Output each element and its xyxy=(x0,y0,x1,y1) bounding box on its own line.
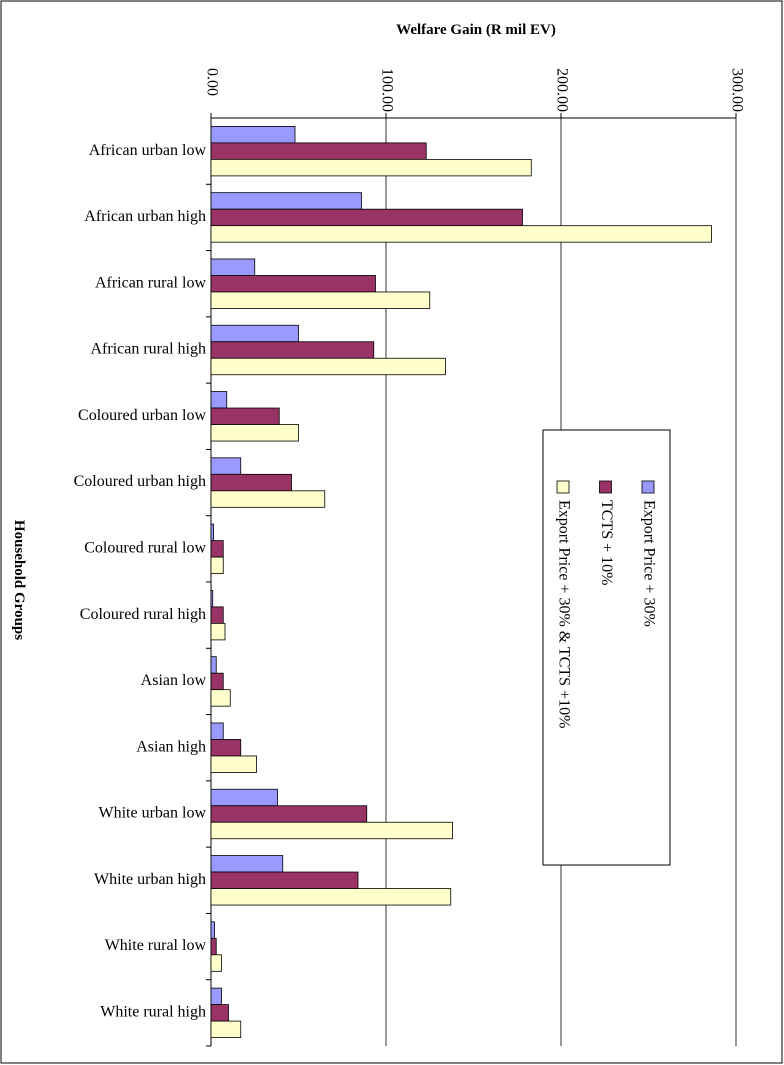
legend-marker xyxy=(641,480,655,494)
legend-label: Export Price + 30% xyxy=(640,500,657,627)
bar xyxy=(210,987,222,1006)
x-tick-label: 100.00 xyxy=(378,68,395,112)
bar xyxy=(210,258,256,276)
bar xyxy=(210,158,532,177)
y-axis-label: Household Groups xyxy=(11,520,27,640)
legend-label: Export Price + 30% & TCTS +10% xyxy=(555,500,572,728)
bar xyxy=(210,954,222,972)
y-tick-label: Asian high xyxy=(136,738,206,755)
y-tick-label: African rural low xyxy=(95,274,207,291)
y-tick-label: White urban low xyxy=(98,805,206,822)
bar xyxy=(210,407,280,425)
bar xyxy=(210,125,296,144)
bar xyxy=(210,291,431,309)
legend-marker xyxy=(599,480,612,494)
bar xyxy=(210,225,712,243)
bar xyxy=(210,937,217,956)
bar xyxy=(210,457,242,475)
bar xyxy=(210,755,257,773)
y-tick-label: White urban high xyxy=(94,871,206,888)
bar xyxy=(210,805,368,823)
bar xyxy=(210,324,299,343)
bar xyxy=(210,391,228,409)
bar xyxy=(210,622,226,641)
bar xyxy=(210,821,453,840)
bar xyxy=(210,672,224,691)
bar xyxy=(210,275,376,293)
y-tick-label: Coloured rural low xyxy=(84,540,206,557)
y-tick-label: White rural high xyxy=(100,1004,206,1021)
bar xyxy=(210,142,427,160)
bar xyxy=(210,424,299,442)
bar xyxy=(210,540,224,558)
bar xyxy=(210,473,292,492)
y-tick-label: Coloured urban high xyxy=(74,473,206,490)
bar xyxy=(210,689,231,707)
bar xyxy=(210,192,362,210)
x-tick-label: 300.00 xyxy=(728,68,745,112)
chart-title: Welfare Gain (R mil EV) xyxy=(396,22,556,38)
bar xyxy=(210,357,446,376)
bar xyxy=(210,871,359,889)
bar xyxy=(210,656,217,674)
legend-label: TCTS + 10% xyxy=(598,500,615,585)
y-tick-label: African urban high xyxy=(84,208,206,225)
legend-marker xyxy=(556,480,570,494)
bar xyxy=(210,855,284,873)
legend-box xyxy=(542,429,671,866)
bar xyxy=(210,589,214,608)
y-tick-label: Coloured rural high xyxy=(80,606,206,623)
y-tick-label: White rural low xyxy=(105,937,207,954)
bar xyxy=(210,556,224,575)
x-tick-label: 200.00 xyxy=(553,68,570,112)
y-tick-label: Asian low xyxy=(141,672,207,689)
y-tick-label: African urban low xyxy=(89,142,207,159)
bar xyxy=(210,888,452,906)
bar xyxy=(210,1004,229,1022)
bar xyxy=(210,606,224,624)
bar xyxy=(210,341,375,359)
bar xyxy=(210,523,215,542)
x-tick-label: 0.00 xyxy=(203,68,220,96)
bar xyxy=(210,722,224,740)
bar xyxy=(210,490,326,508)
bar xyxy=(210,208,523,227)
y-tick-label: Coloured urban low xyxy=(78,407,206,424)
bar xyxy=(210,1020,242,1039)
y-tick-label: African rural high xyxy=(90,341,206,358)
bar xyxy=(210,921,215,939)
bar xyxy=(210,788,278,807)
bar xyxy=(210,739,242,757)
